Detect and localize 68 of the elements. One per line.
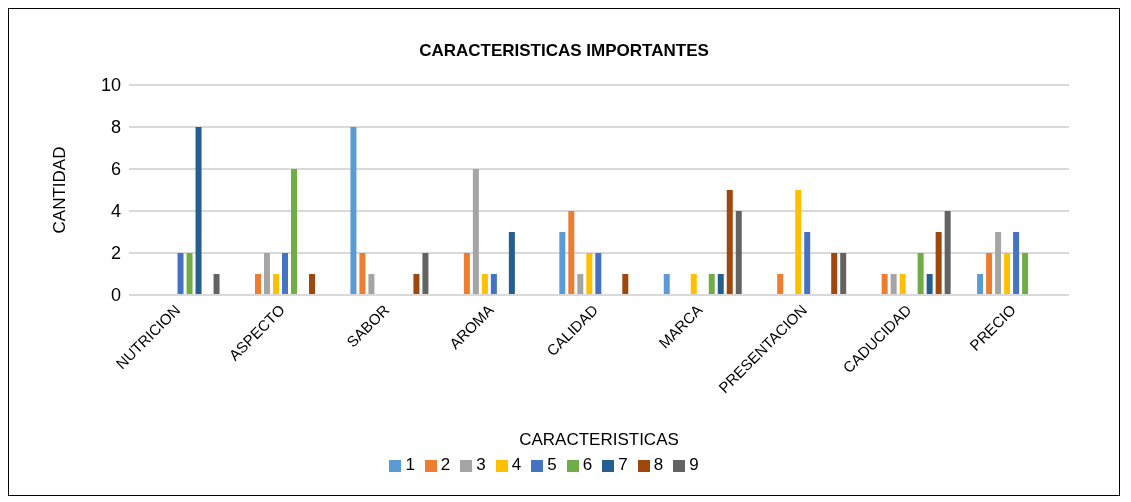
bar	[559, 232, 566, 295]
bar	[995, 232, 1002, 295]
bar	[1004, 253, 1011, 295]
bar	[272, 274, 279, 295]
legend-label: 4	[511, 455, 522, 474]
bar	[472, 169, 479, 295]
bar	[422, 253, 429, 295]
bar	[195, 127, 202, 295]
bar	[186, 253, 193, 295]
bar	[577, 274, 584, 295]
bar	[508, 232, 515, 295]
y-axis-title: CANTIDAD	[50, 146, 70, 234]
y-tick-label: 10	[100, 75, 121, 96]
bar	[481, 274, 488, 295]
legend-label: 5	[547, 455, 557, 474]
bar	[917, 253, 924, 295]
bar	[490, 274, 497, 295]
bar	[263, 253, 270, 295]
bar	[413, 274, 420, 295]
y-tick-label: 4	[110, 201, 121, 222]
bar	[708, 274, 715, 295]
bar	[308, 274, 315, 295]
bar	[663, 274, 670, 295]
bar	[977, 274, 984, 295]
legend-label: 9	[689, 455, 699, 474]
bar	[254, 274, 261, 295]
bar	[840, 253, 847, 295]
bar	[735, 211, 742, 295]
bar	[463, 253, 470, 295]
y-tick-label: 8	[110, 117, 121, 138]
bar	[831, 253, 838, 295]
bar	[935, 232, 942, 295]
bar	[290, 169, 297, 295]
bar	[890, 274, 897, 295]
bar	[595, 253, 602, 295]
bar	[281, 253, 288, 295]
bar	[777, 274, 784, 295]
bar	[795, 190, 802, 295]
bar	[881, 274, 888, 295]
legend-label: 3	[476, 455, 486, 474]
legend-label: 2	[440, 455, 451, 474]
bar	[899, 274, 906, 295]
bar	[690, 274, 697, 295]
legend-label: 7	[618, 455, 628, 474]
bar	[213, 274, 220, 295]
bar	[1013, 232, 1020, 295]
bar	[368, 274, 375, 295]
bar	[586, 253, 593, 295]
bar	[622, 274, 629, 295]
bar	[717, 274, 724, 295]
x-axis-title: CARACTERISTICAS	[519, 430, 679, 449]
legend-label: 8	[653, 455, 664, 474]
bar	[926, 274, 933, 295]
y-tick-label: 2	[110, 243, 121, 264]
bar	[359, 253, 366, 295]
chart-title: CARACTERISTICAS IMPORTANTES	[418, 41, 710, 62]
bar	[986, 253, 993, 295]
bar	[726, 190, 733, 295]
bar	[804, 232, 811, 295]
bar	[944, 211, 951, 295]
bar	[177, 253, 184, 295]
y-tick-label: 0	[110, 285, 121, 306]
bar	[1022, 253, 1029, 295]
bar	[568, 211, 575, 295]
y-tick-label: 6	[110, 159, 121, 180]
bar	[350, 127, 357, 295]
legend-label: 6	[582, 455, 593, 474]
legend-label: 1	[405, 455, 415, 474]
